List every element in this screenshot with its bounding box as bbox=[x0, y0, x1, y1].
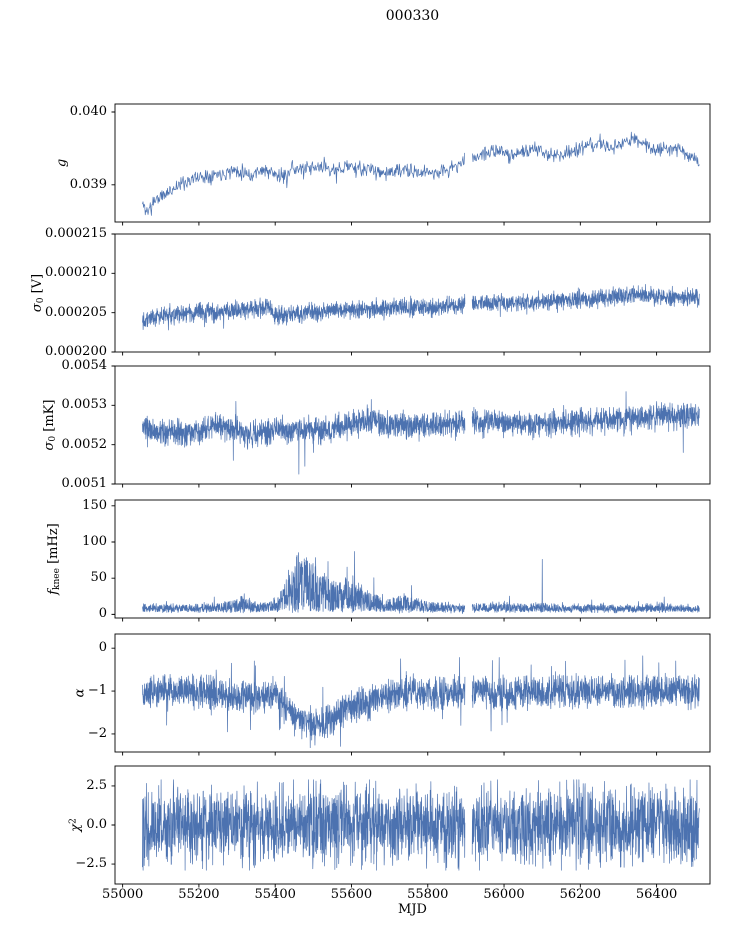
y-tick-label: 100 bbox=[82, 533, 107, 549]
y-axis-label: α bbox=[72, 688, 88, 698]
y-tick-label: 0.000200 bbox=[44, 344, 107, 359]
y-tick-label: 0.0053 bbox=[61, 397, 108, 413]
y-axis-label: fknee [mHz] bbox=[46, 523, 62, 595]
x-tick-label: 55600 bbox=[330, 887, 373, 902]
y-tick-label: 0.000210 bbox=[44, 265, 107, 281]
y-tick-label: −2 bbox=[87, 725, 107, 741]
y-tick-label: −2.5 bbox=[75, 856, 107, 872]
y-tick-label: 0.039 bbox=[69, 176, 107, 192]
x-axis-label: MJD bbox=[398, 902, 427, 917]
y-tick-label: 0.000215 bbox=[44, 226, 107, 241]
y-tick-label: 0 bbox=[98, 640, 107, 656]
x-tick-label: 56200 bbox=[559, 887, 601, 902]
y-tick-label: 0.0052 bbox=[61, 436, 108, 452]
figure-title: 000330 bbox=[385, 8, 440, 24]
y-axis-label: χ2 bbox=[68, 818, 84, 832]
y-axis-label: σ0 [V] bbox=[30, 273, 46, 313]
y-tick-label: 0.040 bbox=[69, 104, 107, 119]
x-tick-label: 55800 bbox=[407, 887, 449, 902]
y-tick-label: 0.000205 bbox=[44, 304, 107, 320]
y-tick-label: 2.5 bbox=[86, 777, 107, 793]
x-tick-label: 55000 bbox=[101, 887, 144, 902]
y-axis-label: σ0 [mK] bbox=[42, 399, 58, 451]
x-tick-label: 55200 bbox=[178, 887, 220, 902]
x-tick-label: 56400 bbox=[635, 887, 678, 902]
y-tick-label: 0 bbox=[98, 606, 107, 622]
y-tick-label: 50 bbox=[90, 570, 107, 586]
x-tick-label: 56000 bbox=[483, 887, 525, 902]
y-tick-label: 150 bbox=[82, 497, 107, 513]
y-tick-label: 0.0051 bbox=[61, 476, 108, 491]
y-axis-label: g bbox=[54, 158, 70, 168]
y-tick-label: 0.0 bbox=[86, 817, 107, 832]
x-tick-label: 55400 bbox=[254, 887, 296, 902]
y-tick-label: 0.0054 bbox=[61, 358, 108, 373]
y-tick-label: −1 bbox=[87, 683, 107, 699]
